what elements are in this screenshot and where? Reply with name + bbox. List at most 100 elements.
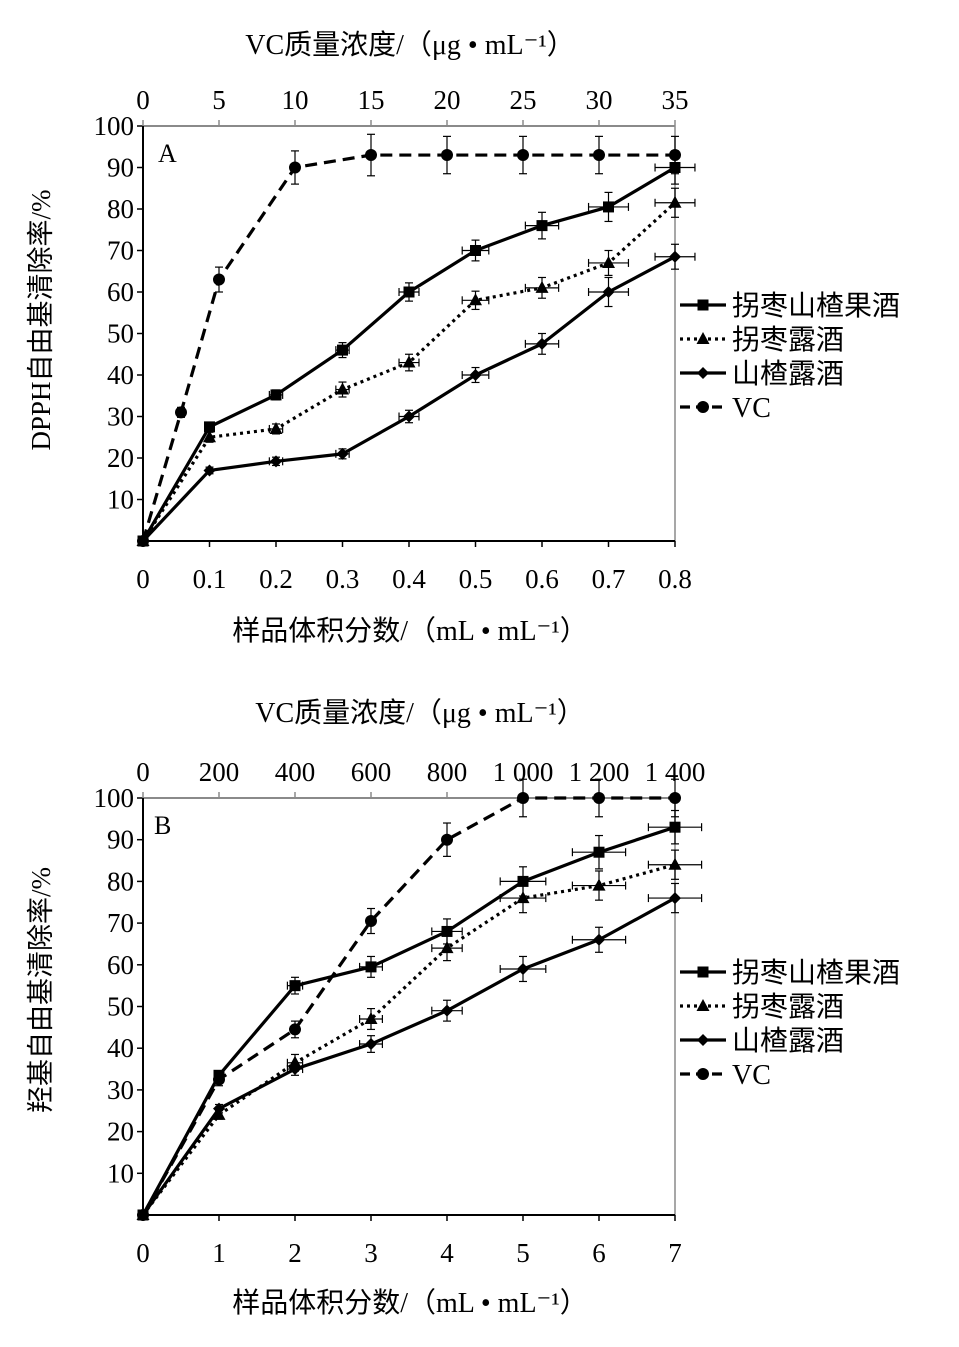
y-tick-label: 20: [107, 443, 134, 473]
legend-marker: [697, 1034, 709, 1046]
data-point-square: [289, 980, 301, 992]
legend-entry-1: 拐枣山楂果酒: [680, 290, 900, 322]
panel-b-y-axis-label: 羟基自由基清除率/%: [26, 867, 56, 1113]
data-point-square: [365, 961, 377, 973]
data-point-triangle: [269, 421, 283, 434]
legend-label: 拐枣山楂果酒: [732, 290, 900, 322]
series-2-group: [136, 849, 703, 1220]
x-tick-label: 5: [516, 1238, 530, 1268]
data-point-triangle: [535, 280, 549, 293]
panel-a-y-axis-label: DPPH自由基清除率/%: [26, 189, 56, 450]
top-tick-label: 15: [358, 85, 385, 115]
data-point-circle: [175, 406, 187, 419]
data-point-diamond: [602, 286, 615, 298]
legend-label: 山楂露酒: [732, 358, 844, 390]
legend-marker: [697, 367, 709, 379]
data-point-circle: [593, 149, 605, 162]
data-point-circle: [517, 792, 529, 804]
data-point-square: [441, 925, 453, 937]
x-tick-label: 0.5: [459, 564, 493, 594]
series-3-group: [137, 243, 696, 547]
legend-label: VC: [732, 1060, 771, 1091]
legend-marker: [697, 1068, 709, 1080]
legend-label: 拐枣露酒: [732, 324, 844, 356]
data-point-circle: [669, 149, 681, 162]
y-tick-label: 60: [107, 277, 134, 307]
data-point-diamond: [336, 447, 349, 460]
y-tick-label: 70: [107, 908, 134, 938]
x-tick-label: 0: [136, 1238, 150, 1268]
data-point-diamond: [365, 1038, 377, 1051]
x-tick-label: 0.8: [658, 564, 692, 594]
data-point-circle: [517, 149, 529, 162]
data-point-diamond: [517, 962, 529, 975]
data-point-diamond: [441, 1004, 453, 1017]
x-tick-label: 0.6: [525, 564, 559, 594]
legend-label: VC: [732, 393, 771, 424]
data-point-triangle: [402, 355, 416, 368]
top-tick-label: 5: [212, 85, 226, 115]
top-tick-label: 800: [427, 757, 468, 787]
y-tick-label: 20: [107, 1117, 134, 1147]
data-point-diamond: [669, 892, 681, 905]
data-point-circle: [441, 833, 453, 846]
data-point-circle: [213, 1073, 225, 1086]
y-tick-label: 30: [107, 402, 134, 432]
legend-entry-3: 山楂露酒: [680, 1025, 844, 1057]
data-point-circle: [441, 149, 453, 162]
data-point-triangle: [469, 293, 482, 306]
series-line: [141, 896, 676, 1216]
legend-entry-2: 拐枣露酒: [680, 324, 844, 356]
legend-entry-2: 拐枣露酒: [680, 991, 844, 1023]
y-tick-label: 90: [107, 153, 134, 183]
data-point-square: [517, 875, 529, 887]
series-1-group: [137, 150, 696, 547]
legend-marker: [697, 401, 709, 413]
data-point-diamond: [669, 250, 681, 263]
data-point-circle: [669, 792, 681, 804]
series-line: [141, 825, 676, 1216]
data-point-square: [536, 220, 548, 232]
legend-label: 拐枣露酒: [732, 991, 844, 1023]
x-tick-label: 0.1: [193, 564, 227, 594]
legend-marker: [696, 332, 710, 344]
x-tick-label: 6: [592, 1238, 606, 1268]
data-point-circle: [137, 535, 149, 547]
data-point-diamond: [213, 1102, 225, 1115]
panel-b-top-axis-label: VC质量浓度/（μg • mL⁻¹）: [255, 697, 585, 729]
data-point-triangle: [602, 255, 615, 268]
y-tick-label: 30: [107, 1075, 134, 1105]
top-tick-label: 30: [586, 85, 613, 115]
legend-entry-4: VC: [680, 393, 771, 424]
data-point-triangle: [203, 430, 216, 443]
data-point-square: [669, 821, 681, 833]
data-point-diamond: [289, 1063, 301, 1076]
data-point-triangle: [364, 1012, 378, 1025]
top-tick-label: 400: [275, 757, 316, 787]
data-point-square: [603, 201, 614, 213]
legend-marker: [697, 966, 709, 978]
top-tick-label: 25: [510, 85, 537, 115]
y-tick-label: 80: [107, 194, 134, 224]
series-line: [141, 201, 677, 542]
data-point-circle: [213, 273, 225, 286]
x-tick-label: 0.3: [326, 564, 360, 594]
data-point-circle: [365, 149, 377, 162]
data-point-triangle: [336, 382, 349, 395]
series-line: [141, 863, 676, 1216]
y-tick-label: 40: [107, 1033, 134, 1063]
y-tick-label: 90: [107, 825, 134, 855]
data-point-diamond: [203, 464, 216, 477]
x-tick-label: 0: [136, 564, 150, 594]
data-point-circle: [289, 1023, 301, 1036]
data-point-square: [470, 245, 481, 256]
legend-entry-1: 拐枣山楂果酒: [680, 957, 900, 989]
data-point-diamond: [469, 369, 482, 381]
data-point-circle: [137, 1209, 149, 1221]
data-point-triangle: [440, 941, 454, 954]
data-point-triangle: [668, 857, 682, 870]
series-line: [141, 153, 675, 542]
top-tick-label: 20: [434, 85, 461, 115]
